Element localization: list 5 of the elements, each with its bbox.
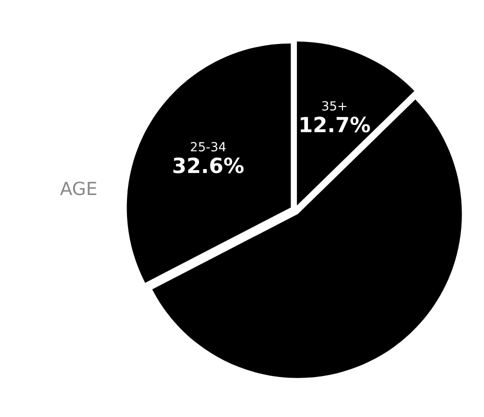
data-label: 32.6% [173,158,244,174]
data-label: 12.7% [300,116,370,132]
slice-label: 25-34 [190,142,226,152]
text: AGE [60,182,96,196]
slice-label: 35+ [322,101,346,111]
